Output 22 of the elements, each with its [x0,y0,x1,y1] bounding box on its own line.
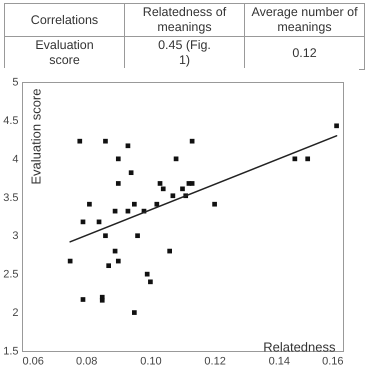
text: Evaluation score [34,38,95,68]
y-tick-label: 2.5 [3,268,18,281]
text: Average number of meanings [250,5,359,35]
y-tick-label: 5 [12,76,18,88]
y-tick-label: 4 [12,153,18,166]
y-axis-title: Evaluation score [28,88,44,185]
y-tick-label: 2 [12,307,18,320]
y-tick-label: 3.5 [3,192,18,204]
x-tick-label: 0.14 [268,356,290,368]
text: 0.45 (Fig. 1) [157,38,212,68]
x-tick-label: 0.12 [204,356,226,368]
y-tick-label: 4.5 [3,114,18,127]
x-axis-title: Relatedness [263,340,336,354]
y-tick-label: 3 [12,230,18,242]
x-tick-label: 0.06 [22,356,44,368]
text: 0.12 [291,46,318,60]
x-tick-label: 0.10 [140,356,162,368]
x-tick-label: 0.16 [322,356,344,368]
text: Correlations [30,12,100,28]
y-tick-label: 1.5 [3,346,18,358]
text: Relatedness of meanings [142,5,228,35]
x-tick-label: 0.08 [76,356,98,368]
